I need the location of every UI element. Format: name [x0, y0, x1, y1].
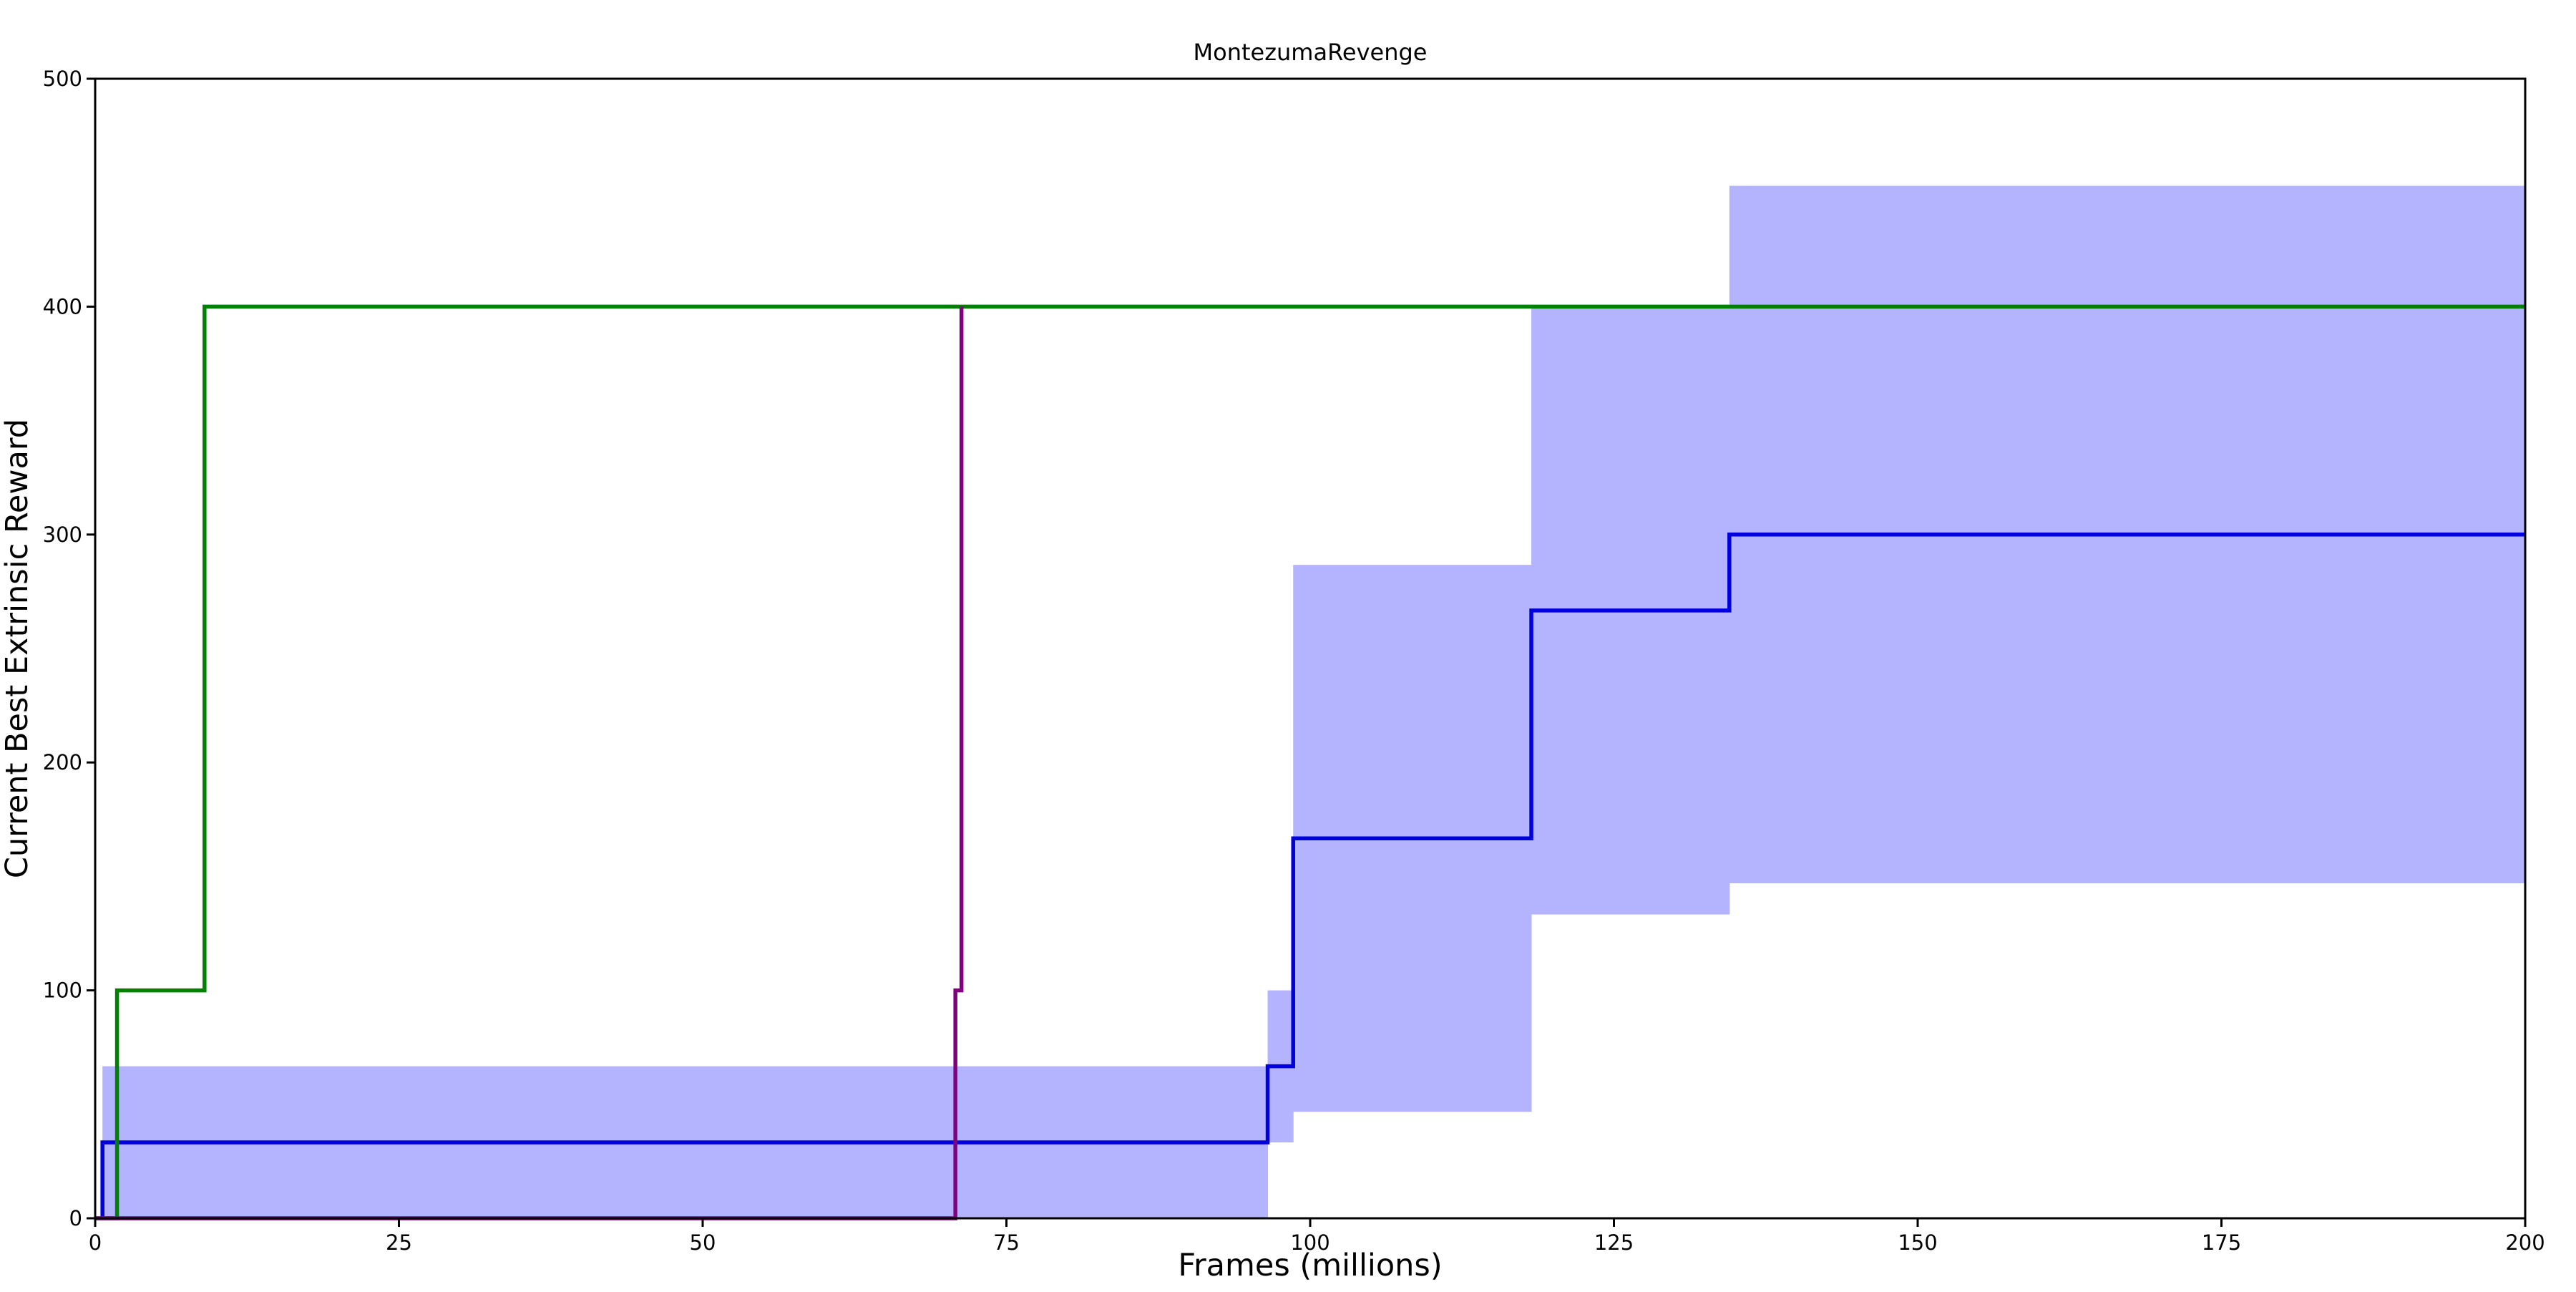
confidence-bands — [102, 185, 2526, 1218]
x-tick-label: 150 — [1898, 1230, 1937, 1255]
x-tick-label: 0 — [89, 1230, 102, 1255]
series-line-0 — [100, 533, 2525, 1218]
y-tick-label: 0 — [69, 1206, 82, 1230]
y-tick-label: 100 — [43, 978, 82, 1003]
x-tick-label: 25 — [386, 1230, 412, 1255]
y-tick-label: 400 — [43, 294, 82, 319]
x-tick-label: 200 — [2505, 1230, 2545, 1255]
x-axis-ticks: 0 25 50 75 100 125 150 175 200 — [89, 1218, 2545, 1255]
y-tick-label: 200 — [43, 750, 82, 774]
chart-title: MontezumaRevenge — [1194, 39, 1428, 66]
x-tick-label: 50 — [690, 1230, 716, 1255]
y-axis-label: Current Best Extrinsic Reward — [0, 419, 35, 878]
y-axis-ticks: 0 100 200 300 400 500 — [43, 67, 95, 1230]
x-tick-label: 75 — [993, 1230, 1020, 1255]
x-tick-label: 125 — [1594, 1230, 1634, 1255]
x-tick-label: 100 — [1290, 1230, 1330, 1255]
x-axis-label: Frames (millions) — [1178, 1248, 1442, 1283]
y-tick-label: 500 — [43, 67, 82, 91]
y-tick-label: 300 — [43, 523, 82, 547]
x-tick-label: 175 — [2202, 1230, 2241, 1255]
